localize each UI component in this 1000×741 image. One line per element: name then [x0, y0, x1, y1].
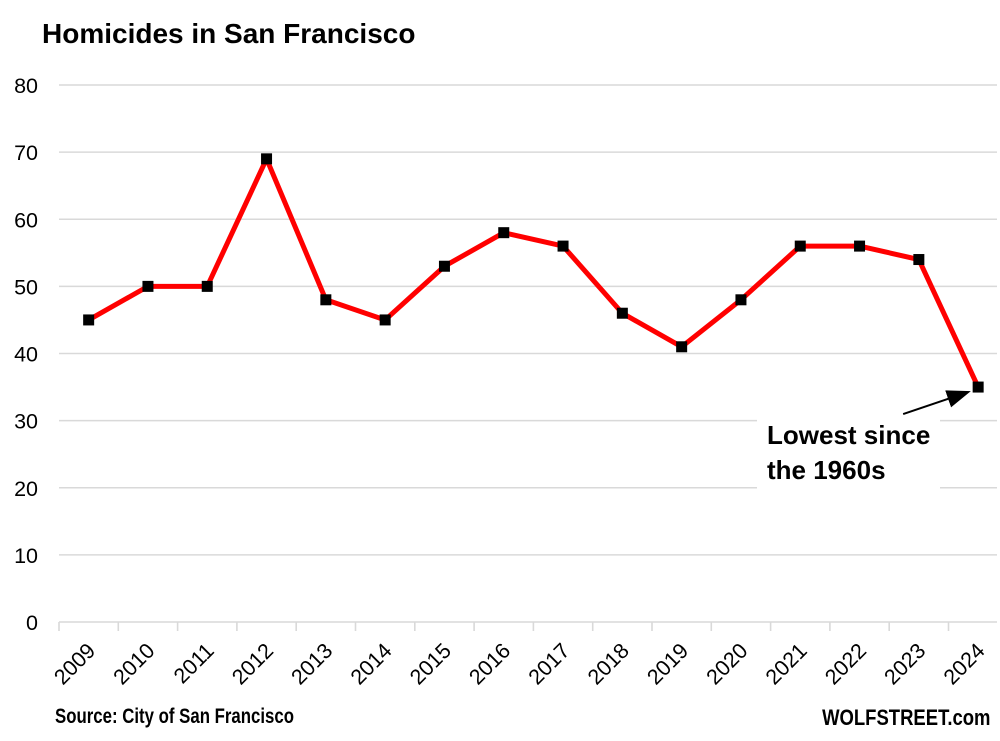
data-point-2018 — [616, 307, 628, 319]
y-axis-label-30: 30 — [14, 410, 38, 434]
annotation-lowest-since-1960s: Lowest since the 1960s — [757, 416, 941, 492]
x-axis-label-2010: 2010 — [109, 639, 160, 690]
x-axis-label-2011: 2011 — [169, 639, 219, 689]
x-axis-label-2015: 2015 — [405, 639, 456, 690]
y-axis-label-40: 40 — [14, 343, 38, 367]
data-point-2015 — [438, 260, 450, 272]
y-axis-label-60: 60 — [14, 208, 38, 232]
data-point-2016 — [498, 227, 510, 239]
annotation-arrow — [902, 390, 971, 416]
y-axis-label-50: 50 — [14, 275, 38, 299]
x-axis-label-2020: 2020 — [702, 639, 753, 690]
source-note: Source: City of San Francisco — [55, 705, 294, 728]
data-point-2014 — [379, 314, 391, 326]
data-point-2013 — [320, 294, 332, 306]
data-point-2020 — [735, 294, 747, 306]
data-point-2010 — [142, 280, 154, 292]
data-point-2009 — [83, 314, 95, 326]
y-axis-label-0: 0 — [26, 611, 38, 635]
y-axis-label-20: 20 — [14, 477, 38, 501]
x-axis-label-2021: 2021 — [761, 639, 812, 690]
data-point-2023 — [913, 254, 925, 266]
data-point-2019 — [676, 341, 688, 353]
y-axis-label-10: 10 — [14, 544, 38, 568]
x-axis-label-2016: 2016 — [464, 639, 515, 690]
x-axis-label-2012: 2012 — [227, 639, 278, 690]
x-axis-label-2022: 2022 — [820, 639, 871, 690]
x-axis-label-2018: 2018 — [583, 639, 634, 690]
data-point-2012 — [261, 153, 273, 165]
homicides-line — [86, 156, 981, 390]
x-axis-label-2023: 2023 — [880, 639, 931, 690]
data-point-2022 — [854, 240, 866, 252]
x-axis-label-2024: 2024 — [939, 639, 990, 690]
x-axis-label-2013: 2013 — [287, 639, 338, 690]
data-point-2017 — [557, 240, 569, 252]
x-axis-label-2014: 2014 — [346, 639, 397, 690]
x-axis-label-2017: 2017 — [524, 639, 575, 690]
x-axis-label-2009: 2009 — [49, 639, 100, 690]
data-point-2024 — [972, 381, 984, 393]
x-axis-label-2019: 2019 — [642, 639, 693, 690]
data-point-2021 — [794, 240, 806, 252]
wolfstreet-watermark: WOLFSTREET.com — [821, 705, 990, 730]
y-axis-label-80: 80 — [14, 74, 38, 98]
y-axis-label-70: 70 — [14, 141, 38, 165]
chart-title: Homicides in San Francisco — [42, 18, 416, 49]
data-point-2011 — [201, 280, 213, 292]
